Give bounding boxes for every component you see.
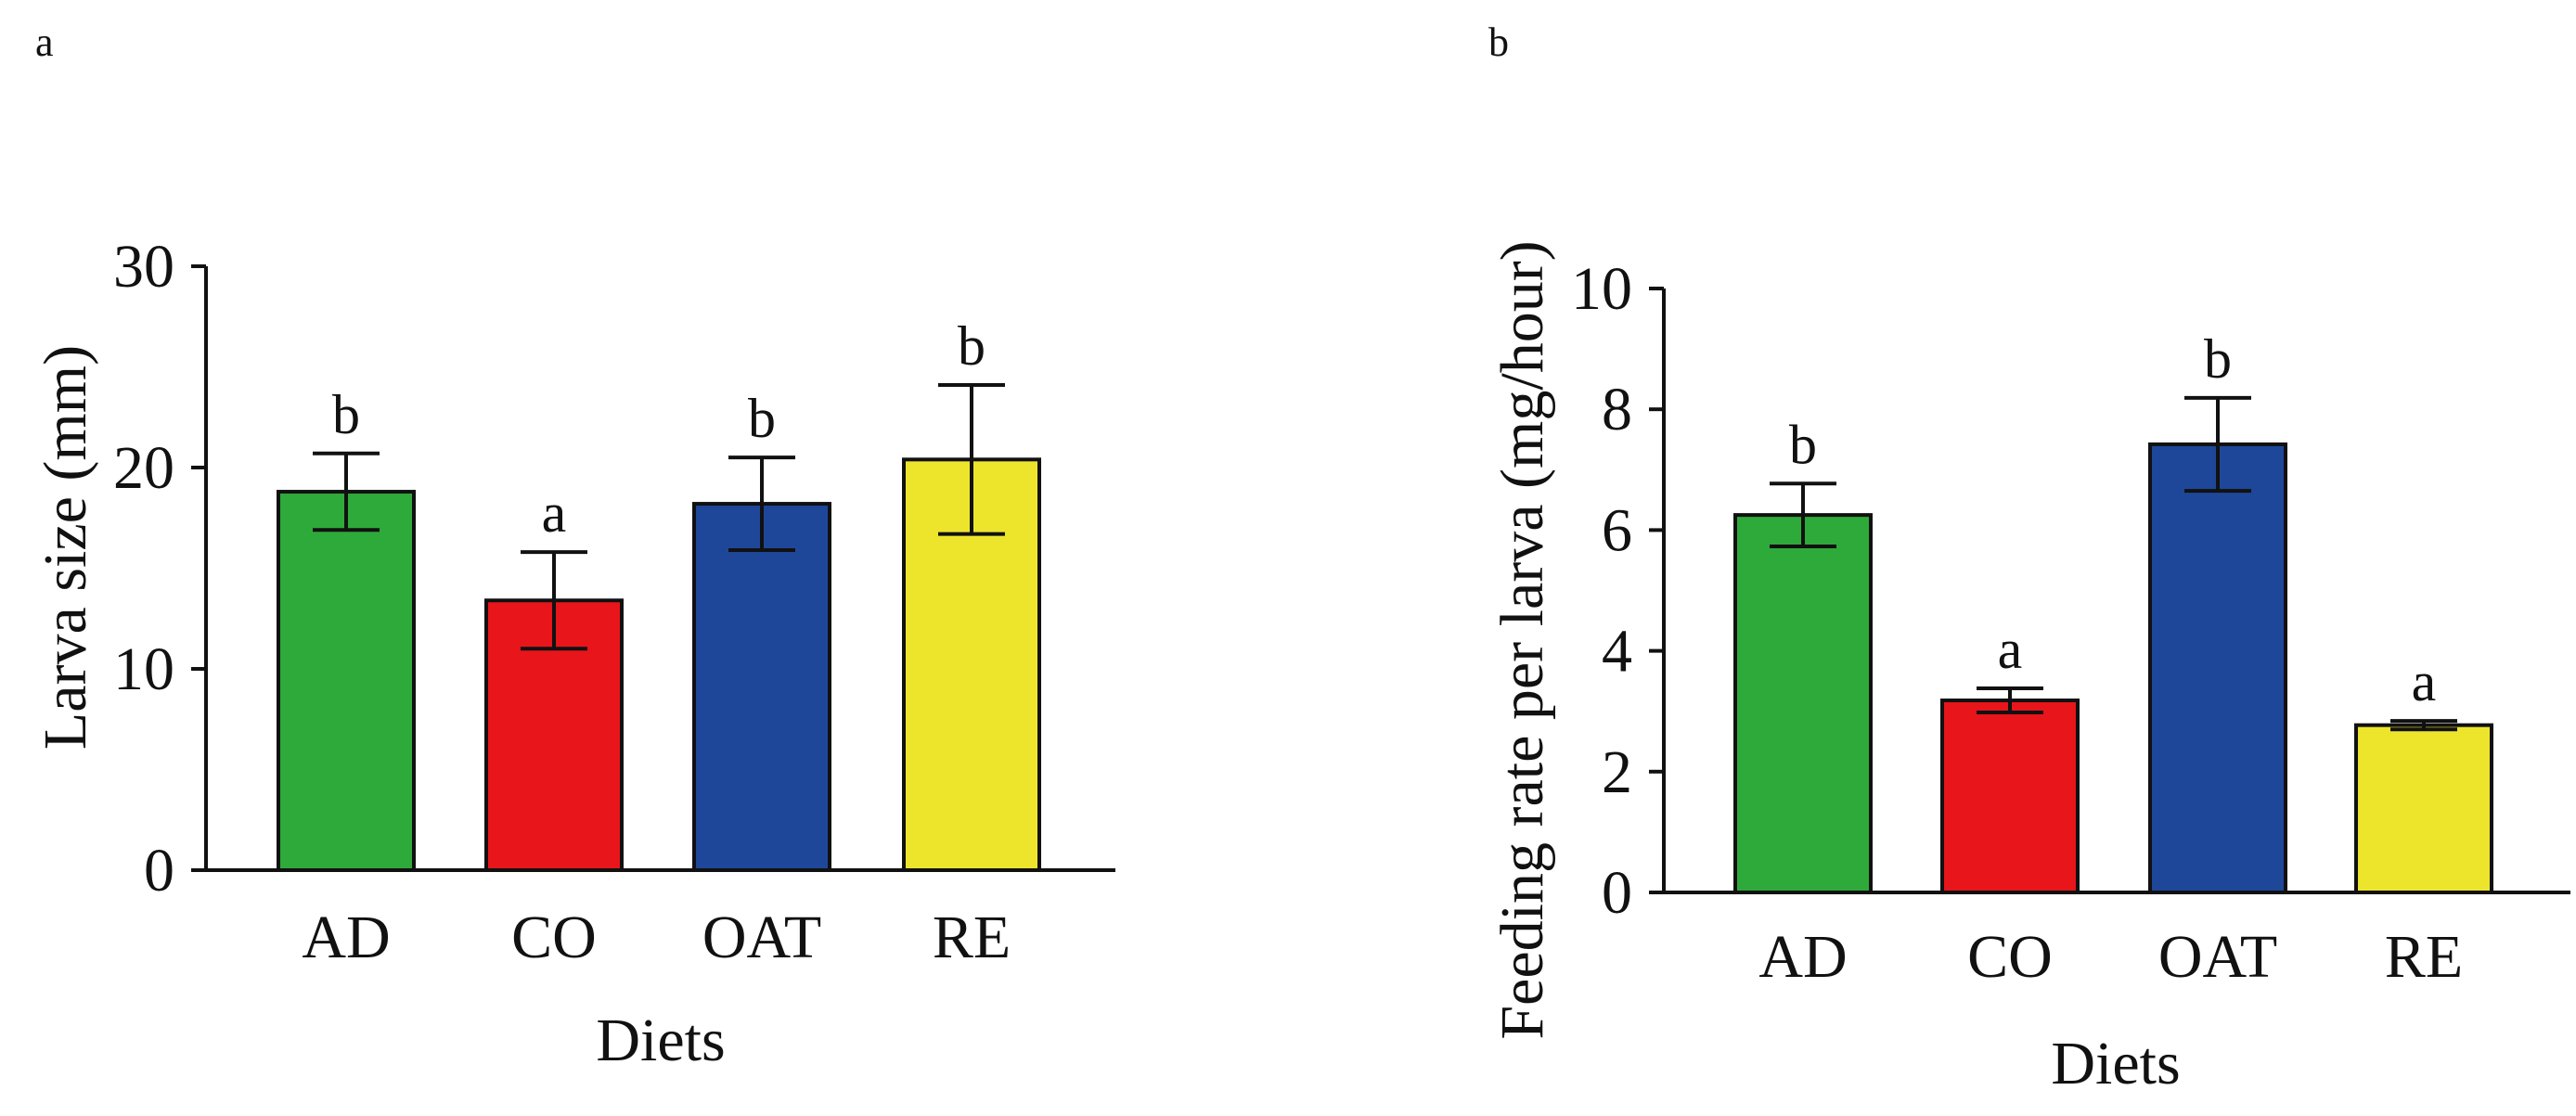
panel-b-y-tick-label: 8 <box>1602 376 1632 443</box>
panel-a-error-bar-oat <box>728 455 795 552</box>
panel-a-significance-label-re: b <box>958 315 985 377</box>
panel-b-bar-ad <box>1733 513 1873 894</box>
panel-b-y-tick-label: 2 <box>1602 738 1632 806</box>
panel-a-bar-oat <box>692 502 831 872</box>
panel-a-significance-label-ad: b <box>332 384 360 445</box>
panel-a-y-tick-label: 0 <box>144 837 174 904</box>
panel-b-marks: b AD a CO b OAT a RE 0 2 4 6 8 10 <box>1571 255 2570 991</box>
panel-a-chart: a Larva size (mm) Diets b AD a CO b OAT b RE 0 10… <box>32 19 1115 1074</box>
panel-b-bar-oat <box>2148 442 2287 894</box>
panel-b-y-tick-label: 4 <box>1602 618 1632 686</box>
panel-b-significance-label-oat: b <box>2204 328 2232 390</box>
panel-b-bar-re <box>2354 723 2493 894</box>
panel-a-x-tick-label-co: CO <box>511 904 597 971</box>
panel-b-error-bar-re <box>2390 719 2457 732</box>
panel-b-y-axis-title: Feeding rate per larva (mg/hour) <box>1488 240 1556 1039</box>
panel-a-error-bar-co <box>521 550 587 651</box>
panel-b-x-tick-label-re: RE <box>2385 923 2463 991</box>
panel-a-y-tick-label: 10 <box>113 635 174 703</box>
panel-a-y-axis-title: Larva size (mm) <box>32 345 99 750</box>
panel-b-error-bar-ad <box>1770 481 1836 548</box>
panel-a-x-axis-title: Diets <box>596 1007 725 1074</box>
panel-b-significance-label-co: a <box>1998 619 2023 680</box>
panel-b-error-bar-co <box>1977 686 2043 715</box>
panel-a-x-tick-label-re: RE <box>933 904 1011 971</box>
panel-a-error-bar-ad <box>313 451 380 532</box>
panel-b-significance-label-re: a <box>2412 651 2437 712</box>
panel-a-significance-label-co: a <box>542 482 567 544</box>
panel-b-y-tick-label: 10 <box>1571 255 1632 323</box>
panel-b-error-bar-oat <box>2184 395 2251 494</box>
panel-a-y-tick-label: 30 <box>113 233 174 301</box>
panel-b-letter: b <box>1488 19 1509 65</box>
panel-a-marks: b AD a CO b OAT b RE 0 10 20 30 <box>113 233 1115 971</box>
panel-b-x-tick-label-co: CO <box>1967 923 2053 991</box>
panel-b-x-tick-label-ad: AD <box>1758 923 1847 991</box>
panel-a-bar-ad <box>277 490 416 872</box>
panel-a-letter: a <box>35 19 54 65</box>
panel-b-significance-label-ad: b <box>1789 414 1817 475</box>
panel-b-bar-co <box>1940 698 2080 894</box>
panel-b-x-tick-label-oat: OAT <box>2158 923 2277 991</box>
panel-b-y-tick-label: 0 <box>1602 859 1632 927</box>
panel-a-x-tick-label-ad: AD <box>302 904 390 971</box>
panel-a-error-bar-re <box>938 383 1005 536</box>
panel-a-significance-label-oat: b <box>748 388 776 449</box>
panel-b-y-tick-label: 6 <box>1602 496 1632 564</box>
panel-b-x-axis-title: Diets <box>2051 1030 2180 1097</box>
panel-a-x-tick-label-oat: OAT <box>702 904 821 971</box>
panel-a-y-tick-label: 20 <box>113 434 174 502</box>
panel-b-chart: b Feeding rate per larva (mg/hour) Diets… <box>1488 19 2570 1097</box>
